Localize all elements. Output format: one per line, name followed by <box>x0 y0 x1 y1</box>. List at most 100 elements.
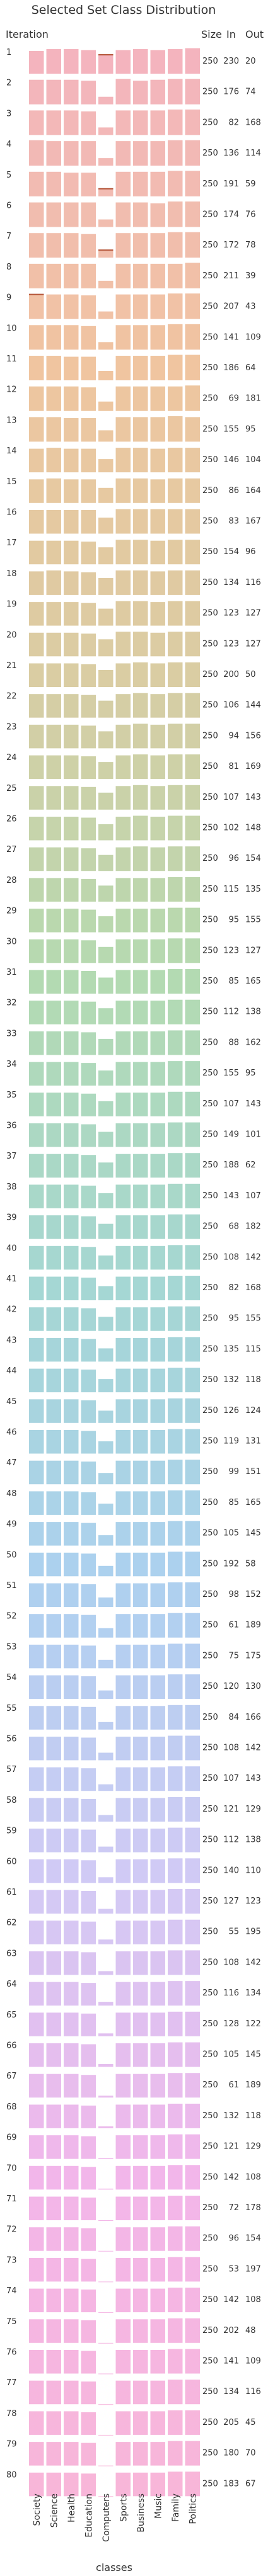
size-value: 250 <box>202 241 218 250</box>
bar <box>46 694 61 718</box>
bar <box>150 2442 165 2466</box>
bar <box>168 1429 183 1454</box>
bar <box>29 51 44 74</box>
bar <box>64 1460 79 1485</box>
bar <box>29 1798 44 1822</box>
in-value: 75 <box>228 1651 239 1660</box>
bar <box>133 601 148 626</box>
bar <box>115 1675 131 1699</box>
bar <box>46 909 61 933</box>
bar <box>150 1184 165 1208</box>
bar <box>81 1155 96 1178</box>
bar <box>29 2227 44 2251</box>
bar <box>133 509 148 534</box>
bar <box>46 540 61 565</box>
in-value: 143 <box>223 1191 239 1201</box>
bar <box>98 1690 114 1699</box>
bar <box>29 79 44 105</box>
bar <box>81 1553 96 1577</box>
bar <box>29 2196 44 2220</box>
iteration-label: 74 <box>6 2286 17 2296</box>
bar <box>133 1276 148 1300</box>
bar <box>150 1399 165 1423</box>
bar <box>98 1070 114 1086</box>
iteration-label: 22 <box>6 692 17 701</box>
bar <box>29 448 44 473</box>
bar <box>168 601 183 626</box>
bar <box>29 1460 44 1485</box>
bar <box>185 1183 200 1208</box>
bar <box>81 1829 96 1853</box>
bar <box>64 1154 79 1178</box>
iteration-label: 48 <box>6 1489 17 1499</box>
bar <box>81 1185 96 1208</box>
bar <box>115 663 131 687</box>
bar <box>185 263 200 288</box>
bar <box>185 201 200 227</box>
in-value: 186 <box>223 363 239 373</box>
bar <box>98 2342 114 2344</box>
iteration-label: 1 <box>6 48 11 57</box>
bar <box>150 1798 165 1822</box>
size-value: 250 <box>202 149 218 158</box>
bar <box>133 1062 148 1086</box>
size-value: 250 <box>202 946 218 955</box>
bar <box>81 1278 96 1300</box>
bar <box>150 2196 165 2220</box>
bar <box>98 2096 114 2098</box>
bar <box>168 1582 183 1607</box>
bar <box>81 1860 96 1883</box>
bar <box>98 2281 114 2283</box>
iteration-label: 80 <box>6 2470 17 2480</box>
bar <box>185 417 200 442</box>
bar <box>168 1368 183 1393</box>
bar <box>81 2167 96 2190</box>
in-value: 183 <box>223 2479 239 2488</box>
out-value: 155 <box>245 916 261 925</box>
bar <box>115 1460 131 1485</box>
bar <box>64 1399 79 1423</box>
bar <box>133 570 148 595</box>
bar <box>46 1215 61 1239</box>
out-value: 70 <box>245 2449 256 2458</box>
bar <box>64 479 79 503</box>
bar <box>64 540 79 565</box>
bar <box>150 939 165 963</box>
bar <box>29 786 44 810</box>
in-value: 176 <box>223 88 239 97</box>
iteration-label: 72 <box>6 2225 17 2235</box>
bar <box>46 202 61 227</box>
out-value: 127 <box>245 946 261 955</box>
out-value: 142 <box>245 1744 261 1753</box>
bar <box>46 1675 61 1699</box>
bar <box>115 2472 131 2497</box>
size-value: 250 <box>202 793 218 802</box>
bar <box>150 417 165 442</box>
bar <box>29 632 44 657</box>
out-value: 108 <box>245 2295 261 2305</box>
bar <box>64 294 79 319</box>
bar <box>29 2165 44 2190</box>
bar <box>64 1337 79 1362</box>
out-value: 167 <box>245 517 261 526</box>
bar <box>150 1092 165 1116</box>
bar <box>168 1919 183 1944</box>
bar <box>150 1460 165 1485</box>
bar <box>29 2257 44 2282</box>
size-value: 250 <box>202 1805 218 1814</box>
bar <box>150 2472 165 2497</box>
bar <box>168 1796 183 1822</box>
bar <box>133 1460 148 1485</box>
bar <box>115 1583 131 1607</box>
bar <box>133 1031 148 1055</box>
bar <box>64 1859 79 1883</box>
bar <box>46 817 61 841</box>
bar <box>185 1214 200 1239</box>
out-value: 64 <box>245 363 256 373</box>
chart-title: Selected Set Class Distribution <box>32 3 216 17</box>
bar <box>81 2412 96 2435</box>
in-value: 61 <box>228 1621 239 1630</box>
bar <box>185 2165 200 2190</box>
bar <box>98 1441 114 1454</box>
bar <box>46 448 61 473</box>
